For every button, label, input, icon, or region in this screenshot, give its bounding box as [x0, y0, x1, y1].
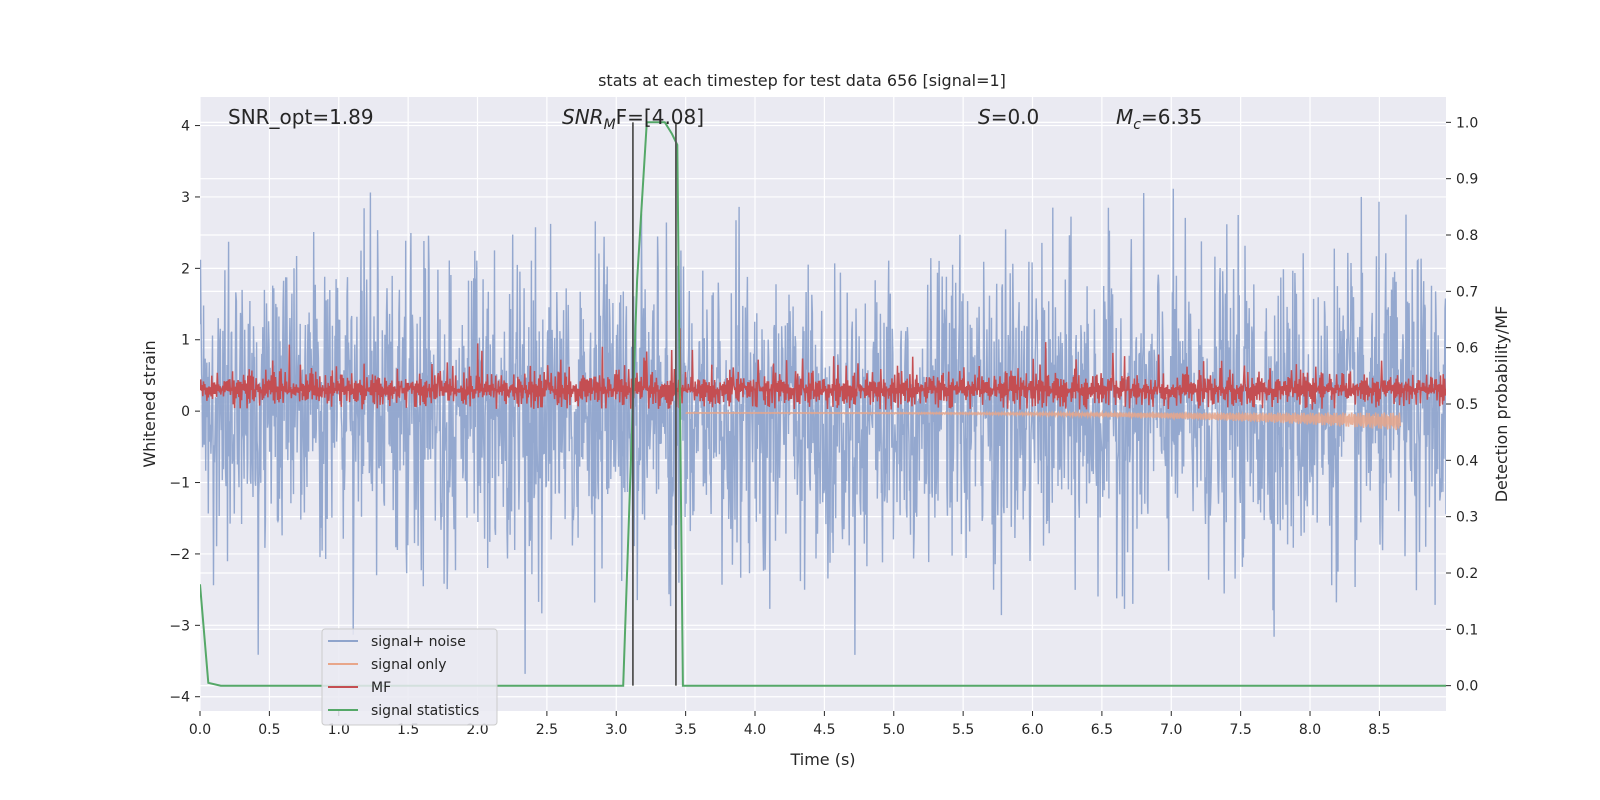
x-tick-label: 1.5: [397, 722, 419, 738]
x-tick-label: 7.5: [1230, 722, 1252, 738]
y2-tick-label: 0.2: [1456, 566, 1478, 582]
y2-tick-label: 0.5: [1456, 397, 1478, 413]
x-tick-label: 5.5: [952, 722, 974, 738]
vertical-markers: [632, 122, 677, 686]
y2-tick-label: 0.6: [1456, 341, 1478, 357]
x-tick-label: 2.0: [466, 722, 488, 738]
y-tick-label: −1: [169, 476, 190, 492]
series-layer: [200, 121, 1446, 687]
series-mf: [200, 328, 1446, 410]
x-tick-label: 0.5: [258, 722, 280, 738]
y2-tick-label: 0.7: [1456, 284, 1478, 300]
y-tick-label: 4: [181, 119, 190, 135]
y2-tick-label: 1.0: [1456, 115, 1478, 131]
y2-axis-label: Detection probability/MF: [1492, 306, 1511, 503]
annotations: SNR_opt=1.89 SNRMF=[4.08] S=0.0 Mc=6.35: [228, 105, 1202, 133]
y-tick-label: 0: [181, 404, 190, 420]
x-tick-label: 8.0: [1299, 722, 1321, 738]
y-tick-label: 2: [181, 261, 190, 277]
legend: signal+ noise signal only MF signal statist…: [321, 628, 498, 726]
annotation-snr-mf: SNRMF=[4.08]: [562, 105, 704, 133]
x-tick-label: 0.0: [189, 722, 211, 738]
y2-tick-label: 0.1: [1456, 622, 1478, 638]
legend-label: signal+ noise: [371, 634, 466, 650]
legend-label: signal only: [371, 657, 446, 673]
x-tick-label: 6.5: [1091, 722, 1113, 738]
x-axis: 0.0 0.5 1.0 1.5 2.0 2.5 3.0 3.5 4.0 4.5 5.0 5.5 6.0 6…: [189, 711, 1391, 738]
y-axis-label: Whitened strain: [140, 340, 159, 467]
y-tick-label: 1: [181, 333, 190, 349]
x-tick-label: 1.0: [328, 722, 350, 738]
legend-box: [321, 628, 498, 726]
legend-label: signal statistics: [371, 703, 479, 719]
x-tick-label: 3.0: [605, 722, 627, 738]
legend-label: MF: [371, 680, 391, 696]
x-tick-label: 3.5: [675, 722, 697, 738]
chart-title: stats at each timestep for test data 656…: [598, 71, 1006, 90]
x-tick-label: 2.5: [536, 722, 558, 738]
y2-tick-label: 0.9: [1456, 172, 1478, 188]
y-axis-left: −4 −3 −2 −1 0 1 2 3 4: [169, 119, 200, 706]
annotation-s: S=0.0: [978, 105, 1039, 129]
y2-tick-label: 0.4: [1456, 453, 1478, 469]
y-tick-label: −3: [169, 618, 190, 634]
series-signal-noise: [200, 188, 1446, 674]
y-axis-right: 0.0 0.1 0.2 0.3 0.4 0.5 0.6 0.7 0.8 0.9 1.0: [1446, 115, 1478, 695]
annotation-mc: Mc=6.35: [1116, 105, 1202, 133]
y-tick-label: −2: [169, 547, 190, 563]
x-tick-label: 6.0: [1021, 722, 1043, 738]
x-axis-label: Time (s): [789, 750, 855, 769]
y2-tick-label: 0.0: [1456, 679, 1478, 695]
x-tick-label: 7.0: [1160, 722, 1182, 738]
y2-tick-label: 0.3: [1456, 510, 1478, 526]
series-signal-only: [685, 409, 1401, 431]
y-tick-label: 3: [181, 190, 190, 206]
annotation-snr-opt: SNR_opt=1.89: [228, 105, 374, 129]
x-tick-label: 5.0: [883, 722, 905, 738]
x-tick-label: 4.5: [813, 722, 835, 738]
x-tick-label: 4.0: [744, 722, 766, 738]
y2-tick-label: 0.8: [1456, 228, 1478, 244]
x-tick-label: 8.5: [1368, 722, 1390, 738]
y-tick-label: −4: [169, 690, 190, 706]
